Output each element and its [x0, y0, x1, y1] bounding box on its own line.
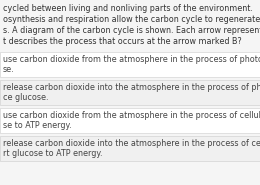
Text: release carbon dioxide into the atmosphere in the process of cellular respira: release carbon dioxide into the atmosphe… — [3, 139, 260, 148]
FancyBboxPatch shape — [0, 52, 260, 77]
Text: use carbon dioxide from the atmosphere in the process of cellular respiratio: use carbon dioxide from the atmosphere i… — [3, 111, 260, 120]
FancyBboxPatch shape — [0, 136, 260, 161]
FancyBboxPatch shape — [0, 108, 260, 133]
Text: rt glucose to ATP energy.: rt glucose to ATP energy. — [3, 149, 102, 159]
Text: t describes the process that occurs at the arrow marked B?: t describes the process that occurs at t… — [3, 37, 242, 46]
Text: use carbon dioxide from the atmosphere in the process of photosynthesis t: use carbon dioxide from the atmosphere i… — [3, 55, 260, 64]
Text: s. A diagram of the carbon cycle is shown. Each arrow represents a process: s. A diagram of the carbon cycle is show… — [3, 26, 260, 35]
Text: release carbon dioxide into the atmosphere in the process of photosynthesi: release carbon dioxide into the atmosphe… — [3, 83, 260, 92]
Text: se to ATP energy.: se to ATP energy. — [3, 122, 72, 130]
Text: ce glucose.: ce glucose. — [3, 93, 49, 102]
Text: se.: se. — [3, 65, 15, 75]
FancyBboxPatch shape — [0, 80, 260, 105]
Text: cycled between living and nonliving parts of the environment.: cycled between living and nonliving part… — [3, 4, 253, 13]
Text: osynthesis and respiration allow the carbon cycle to regenerate needed sub: osynthesis and respiration allow the car… — [3, 15, 260, 24]
